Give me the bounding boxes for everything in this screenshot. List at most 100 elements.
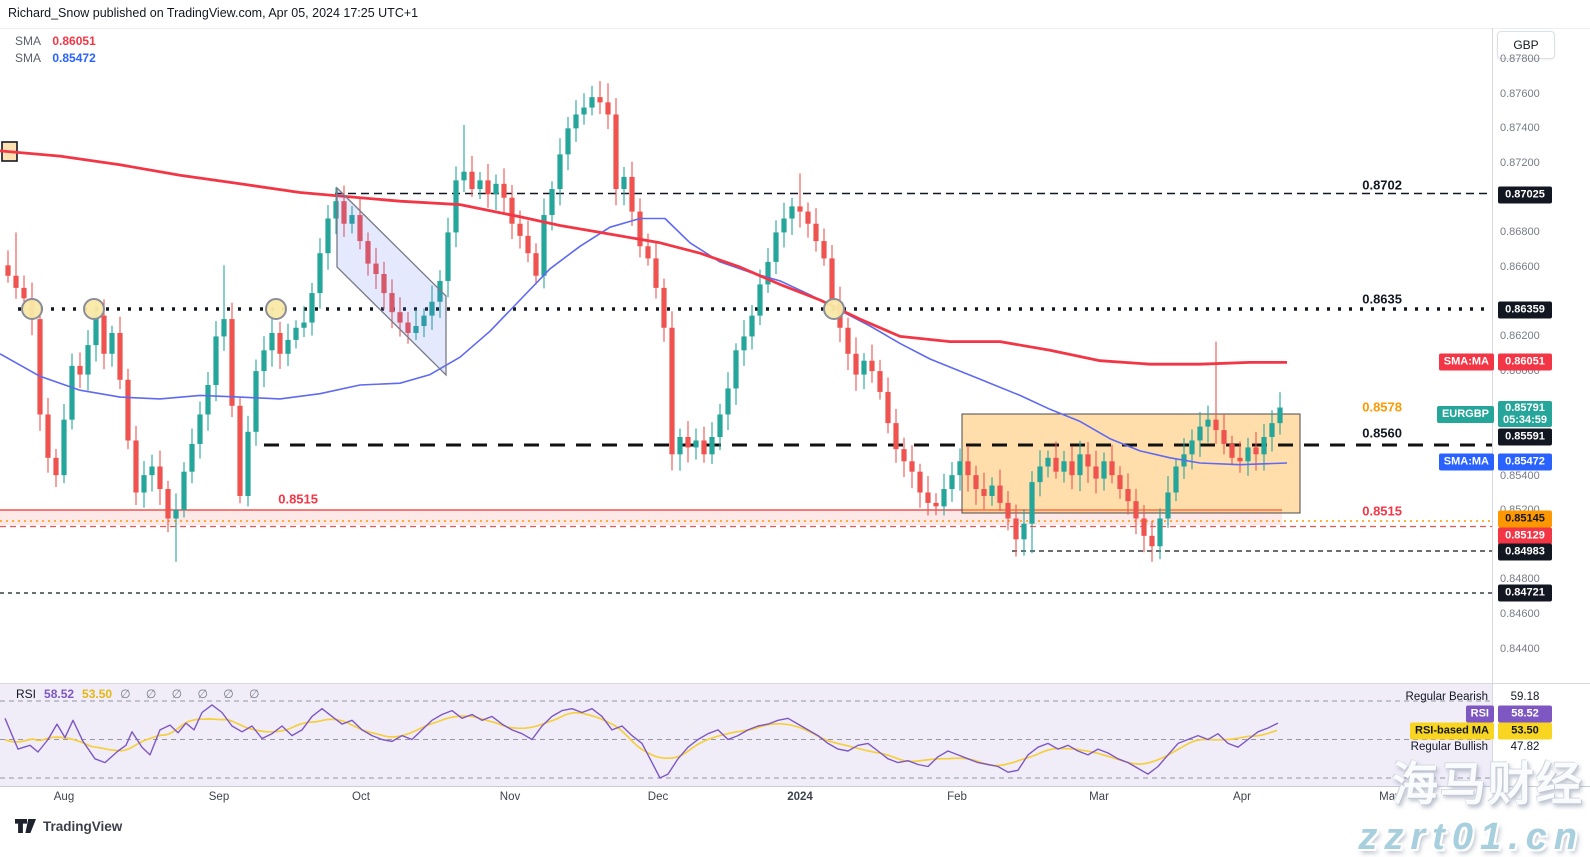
candle-body	[213, 336, 219, 385]
time-label-Nov[interactable]: Nov	[499, 791, 521, 803]
candle-body	[333, 201, 339, 219]
time-label-May[interactable]: May	[1379, 791, 1401, 803]
sma1-label: SMA	[15, 34, 42, 48]
price-tag-0.85472: 0.85472	[1498, 453, 1552, 471]
currency-toggle-gbp[interactable]: GBP	[1497, 31, 1555, 59]
touch-point-circle[interactable]	[265, 298, 287, 320]
candle-body	[125, 379, 131, 441]
rsi-row-RSI-based MA: RSI-based MA 53.50	[1410, 722, 1552, 740]
touch-point-circle[interactable]	[21, 298, 43, 320]
candle-body	[757, 284, 763, 316]
sma-slow-line[interactable]	[0, 149, 1287, 366]
candle-body	[565, 128, 571, 155]
candle-body	[429, 301, 435, 316]
candle-body	[165, 489, 171, 519]
rsi-line[interactable]	[4, 704, 1279, 779]
candle-body	[661, 287, 667, 328]
candle-body	[61, 419, 67, 476]
candle-body	[389, 293, 395, 313]
candle-body	[149, 466, 155, 476]
axis-tag-row-0.86359: 0.86359	[1498, 301, 1552, 319]
candle-body	[1189, 440, 1195, 455]
candle-body	[301, 322, 307, 328]
candle-body	[1245, 447, 1251, 462]
candle-body	[1069, 461, 1075, 476]
price-tag-0.85591: 0.85591	[1498, 428, 1552, 446]
tradingview-logo-text[interactable]: TradingView	[43, 818, 123, 834]
time-label-Apr[interactable]: Apr	[1233, 791, 1251, 803]
rsi-label: RSI	[16, 687, 37, 701]
candle-body	[397, 312, 403, 323]
candle-body	[1269, 423, 1275, 438]
candle-body	[941, 489, 947, 507]
time-label-Mar[interactable]: Mar	[1089, 791, 1109, 803]
level-label-0.8515: 0.8515	[278, 491, 318, 507]
time-label-Aug[interactable]: Aug	[53, 791, 75, 803]
price-tick-0.84600: 0.84600	[1500, 608, 1540, 620]
consolidation-box[interactable]	[961, 413, 1301, 514]
candle-body	[869, 360, 875, 372]
candle-body	[629, 176, 635, 212]
candle-body	[509, 197, 515, 224]
price-tag-0.85145: 0.85145	[1498, 510, 1552, 528]
price-tag-0.87025: 0.87025	[1498, 186, 1552, 204]
rsi-level-value: 47.82	[1510, 741, 1540, 753]
level-label-0.8560: 0.8560	[1362, 425, 1402, 441]
rsi-row-RSI: RSI 58.52	[1465, 705, 1552, 723]
rsi-row-Regular Bearish: Regular Bearish 59.18	[1406, 691, 1552, 703]
touch-point-circle[interactable]	[83, 298, 105, 320]
axis-tag-row-0.85791: EURGBP 0.85791 05:34:59	[1436, 401, 1552, 427]
rsi-legend[interactable]: RSI 58.52 53.50 ∅ ∅ ∅ ∅ ∅ ∅	[16, 687, 265, 701]
axis-tag-row-0.85145: 0.85145	[1498, 510, 1552, 528]
candle-body	[829, 258, 835, 302]
candle-body	[1029, 482, 1035, 524]
candle-body	[445, 232, 451, 281]
candle-body	[349, 215, 355, 224]
level-label-0.8515: 0.8515	[1362, 503, 1402, 519]
time-label-Oct[interactable]: Oct	[352, 791, 370, 803]
candle-body	[1061, 461, 1067, 472]
candle-body	[581, 107, 587, 115]
time-axis[interactable]: Aug Sep Oct Nov Dec 2024 Feb Mar Apr May	[0, 787, 1590, 812]
candle-body	[77, 365, 83, 375]
pane-divider[interactable]	[0, 683, 1590, 684]
rsi-ma-line[interactable]	[4, 711, 1278, 767]
bear-flag-channel[interactable]	[336, 186, 447, 377]
candle-body	[749, 315, 755, 337]
candle-body	[1005, 502, 1011, 519]
rsi-level-label: Regular Bearish	[1405, 691, 1488, 703]
candle-body	[21, 287, 27, 299]
candle-body	[1253, 447, 1259, 455]
candle-body	[1221, 430, 1227, 444]
candle-body	[221, 319, 227, 337]
candle-body	[589, 97, 595, 108]
candle-body	[453, 180, 459, 233]
time-label-2024[interactable]: 2024	[787, 791, 813, 803]
candle-body	[1141, 518, 1147, 536]
candle-body	[917, 471, 923, 493]
watermark-line2: zzrt01.cn	[1358, 816, 1584, 857]
candle-body	[181, 471, 187, 510]
time-label-Sep[interactable]: Sep	[208, 791, 230, 803]
rsi-tag-53.50: 53.50	[1498, 722, 1552, 740]
candle-body	[1213, 419, 1219, 431]
candle-body	[1109, 461, 1115, 476]
candle-body	[109, 332, 115, 354]
candle-body	[1229, 443, 1235, 458]
time-label-Dec[interactable]: Dec	[647, 791, 669, 803]
candle-body	[189, 443, 195, 472]
price-tick-0.84800: 0.84800	[1500, 573, 1540, 585]
touch-point-circle[interactable]	[823, 298, 845, 320]
level-label-0.8702: 0.8702	[1362, 177, 1402, 193]
candle-body	[45, 414, 51, 458]
time-label-Feb[interactable]: Feb	[947, 791, 967, 803]
sma-fast-line[interactable]	[0, 217, 1288, 466]
rsi-chip-RSI-based MA: RSI-based MA	[1410, 722, 1494, 740]
price-chart-canvas[interactable]	[0, 0, 1492, 786]
candle-body	[69, 365, 75, 420]
candle-body	[229, 319, 235, 406]
price-tick-0.87600: 0.87600	[1500, 88, 1540, 100]
candle-body	[1045, 457, 1051, 467]
sma-legend-row-2[interactable]: SMA 0.85472	[15, 50, 96, 67]
sma-legend-row-1[interactable]: SMA 0.86051	[15, 33, 96, 50]
